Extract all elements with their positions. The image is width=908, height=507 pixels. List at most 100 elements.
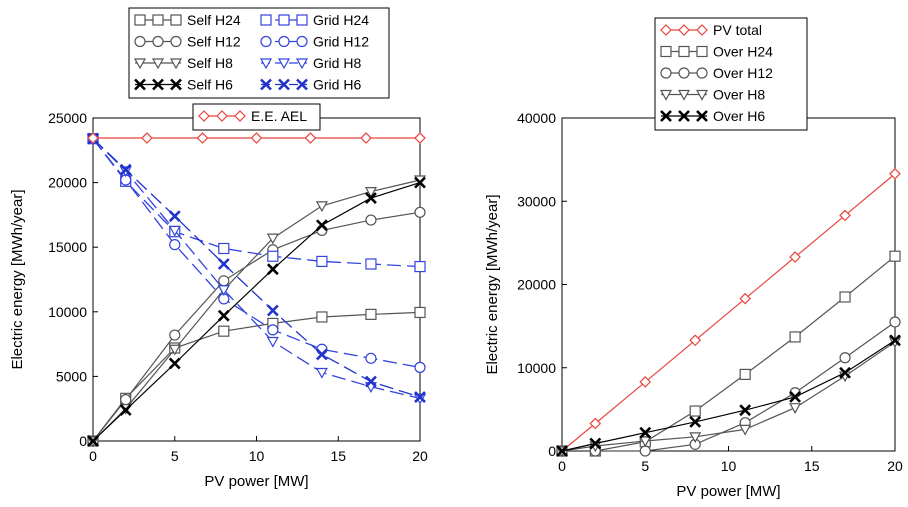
data-point: [267, 250, 279, 262]
legend-item: Self H24: [134, 12, 241, 28]
data-point: [689, 432, 702, 444]
x-tick-label: 0: [558, 458, 566, 474]
legend-swatch-marker: [170, 78, 182, 91]
legend-swatch-marker: [660, 24, 672, 36]
series-line: [92, 311, 421, 442]
series-line: [562, 255, 896, 452]
data-point: [266, 233, 279, 245]
chart-1: 0 5 10 15 20 0 5000 10000 15000 20000 25000 PV powe…: [9, 7, 428, 490]
legend-item: Over H8: [659, 87, 765, 103]
legend-label: Over H12: [713, 65, 773, 81]
data-point: [218, 275, 230, 287]
legend-swatch-marker: [696, 110, 708, 122]
data-point: [889, 334, 901, 347]
data-point: [639, 436, 652, 448]
legend-item: Self H6: [134, 77, 233, 93]
data-point: [414, 132, 426, 144]
data-point: [589, 417, 602, 430]
legend-swatch-marker: [260, 78, 272, 91]
data-point: [839, 352, 851, 364]
plot-frame: [561, 117, 896, 452]
data-point: [889, 316, 901, 328]
y-tick-label: 15000: [48, 239, 87, 255]
y-tick-label: 30000: [517, 193, 556, 209]
data-point: [141, 132, 153, 144]
data-point: [360, 132, 372, 144]
y-tick-label: 25000: [48, 110, 87, 126]
data-point: [196, 132, 209, 144]
legend-item: Grid H8: [259, 55, 361, 71]
legend-label: Grid H24: [313, 12, 369, 28]
data-point: [168, 225, 181, 237]
data-point: [689, 405, 701, 417]
y-axis-title: Electric energy [MWh/year]: [9, 189, 26, 369]
legend-swatch-marker: [696, 45, 708, 58]
data-point: [739, 368, 751, 381]
legend: E.E. AEL: [192, 103, 321, 131]
data-point: [217, 258, 230, 270]
legend-item: Over H12: [660, 65, 773, 81]
data-point: [789, 331, 801, 343]
legend-swatch-marker: [677, 89, 691, 101]
series-line: [561, 341, 896, 452]
legend-item: Self H12: [134, 34, 241, 50]
legend-label: Self H6: [187, 77, 233, 93]
legend-swatch-marker: [278, 78, 290, 91]
legend-swatch-marker: [134, 14, 146, 26]
legend-swatch-marker: [295, 58, 309, 70]
legend-swatch-marker: [278, 14, 290, 26]
x-axis-title: PV power [MW]: [676, 483, 780, 500]
data-point: [87, 435, 99, 447]
x-tick-label: 5: [641, 458, 649, 474]
series-over-h6: [556, 334, 901, 457]
data-point: [266, 263, 279, 276]
data-point: [414, 260, 426, 273]
legend-swatch-marker: [678, 45, 690, 58]
legend-item: Grid H6: [260, 77, 361, 93]
data-point: [168, 357, 181, 370]
data-point: [119, 404, 132, 416]
data-point: [639, 445, 651, 457]
data-point: [839, 209, 851, 222]
series-line: [92, 182, 421, 442]
data-point: [316, 255, 328, 268]
series-line: [92, 138, 421, 400]
data-point: [739, 292, 751, 305]
legend-label: Grid H6: [313, 77, 361, 93]
legend-box: [192, 103, 321, 131]
legend-label: E.E. AEL: [251, 108, 307, 124]
series-self-h6: [87, 176, 426, 447]
legend-label: Grid H8: [313, 55, 361, 71]
data-point: [689, 415, 702, 428]
y-tick-label: 5000: [56, 368, 87, 384]
data-point: [364, 187, 377, 198]
data-point: [267, 324, 279, 336]
data-point: [414, 176, 426, 189]
series-line: [561, 173, 896, 452]
series-line: [92, 211, 421, 442]
legend-label: Over H6: [713, 108, 765, 124]
legend-swatch-marker: [134, 78, 146, 91]
legend-item: E.E. AEL: [198, 108, 307, 124]
legend-swatch-marker: [170, 14, 182, 26]
legend-swatch-marker: [696, 24, 708, 36]
legend-swatch-marker: [296, 14, 308, 26]
y-tick-label: 10000: [517, 360, 556, 376]
x-tick-label: 0: [89, 448, 97, 464]
y-tick-label: 20000: [48, 175, 87, 191]
data-point: [315, 219, 328, 232]
x-tick-label: 10: [249, 448, 265, 464]
data-point: [365, 375, 377, 388]
data-point: [556, 445, 568, 457]
data-point: [889, 250, 901, 262]
data-point: [168, 210, 181, 223]
data-point: [266, 336, 279, 348]
y-axis-title: Electric energy [MWh/year]: [484, 194, 501, 374]
data-point: [315, 367, 328, 379]
legend-swatch-marker: [152, 78, 164, 91]
data-point: [304, 132, 317, 144]
legend: PV total Over H24 Over H12 Over H8 Over H6: [654, 17, 808, 131]
legend-label: Self H24: [187, 12, 241, 28]
data-point: [789, 390, 802, 403]
